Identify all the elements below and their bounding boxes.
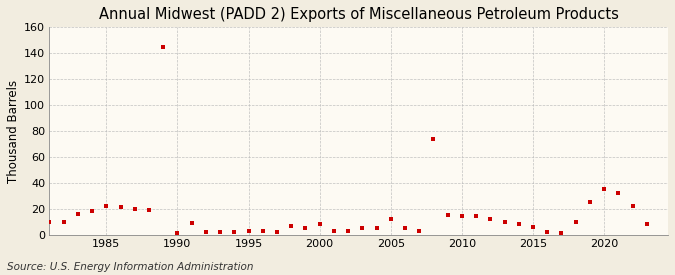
Point — [400, 226, 410, 230]
Point — [243, 229, 254, 233]
Point — [172, 231, 183, 236]
Point — [428, 136, 439, 141]
Point — [86, 209, 97, 213]
Point — [613, 191, 624, 195]
Point — [72, 212, 83, 216]
Point — [329, 229, 340, 233]
Point — [130, 207, 140, 211]
Point — [158, 45, 169, 49]
Point — [585, 200, 595, 204]
Point — [371, 226, 382, 230]
Text: Source: U.S. Energy Information Administration: Source: U.S. Energy Information Administ… — [7, 262, 253, 272]
Y-axis label: Thousand Barrels: Thousand Barrels — [7, 79, 20, 183]
Point — [315, 222, 325, 227]
Point — [101, 204, 111, 208]
Point — [542, 230, 553, 234]
Point — [499, 219, 510, 224]
Point — [456, 214, 467, 219]
Point — [200, 230, 211, 234]
Point — [528, 225, 539, 229]
Point — [115, 205, 126, 210]
Point — [414, 229, 425, 233]
Point — [485, 217, 495, 221]
Point — [641, 222, 652, 227]
Point — [229, 230, 240, 234]
Point — [186, 221, 197, 225]
Point — [286, 223, 296, 228]
Point — [556, 231, 567, 236]
Point — [627, 204, 638, 208]
Point — [215, 230, 225, 234]
Point — [44, 219, 55, 224]
Point — [385, 217, 396, 221]
Point — [144, 208, 155, 212]
Point — [570, 219, 581, 224]
Point — [58, 219, 69, 224]
Title: Annual Midwest (PADD 2) Exports of Miscellaneous Petroleum Products: Annual Midwest (PADD 2) Exports of Misce… — [99, 7, 619, 22]
Point — [357, 226, 368, 230]
Point — [470, 214, 481, 219]
Point — [300, 226, 310, 230]
Point — [513, 222, 524, 227]
Point — [599, 187, 610, 191]
Point — [442, 213, 453, 218]
Point — [257, 229, 268, 233]
Point — [271, 230, 282, 234]
Point — [343, 229, 354, 233]
